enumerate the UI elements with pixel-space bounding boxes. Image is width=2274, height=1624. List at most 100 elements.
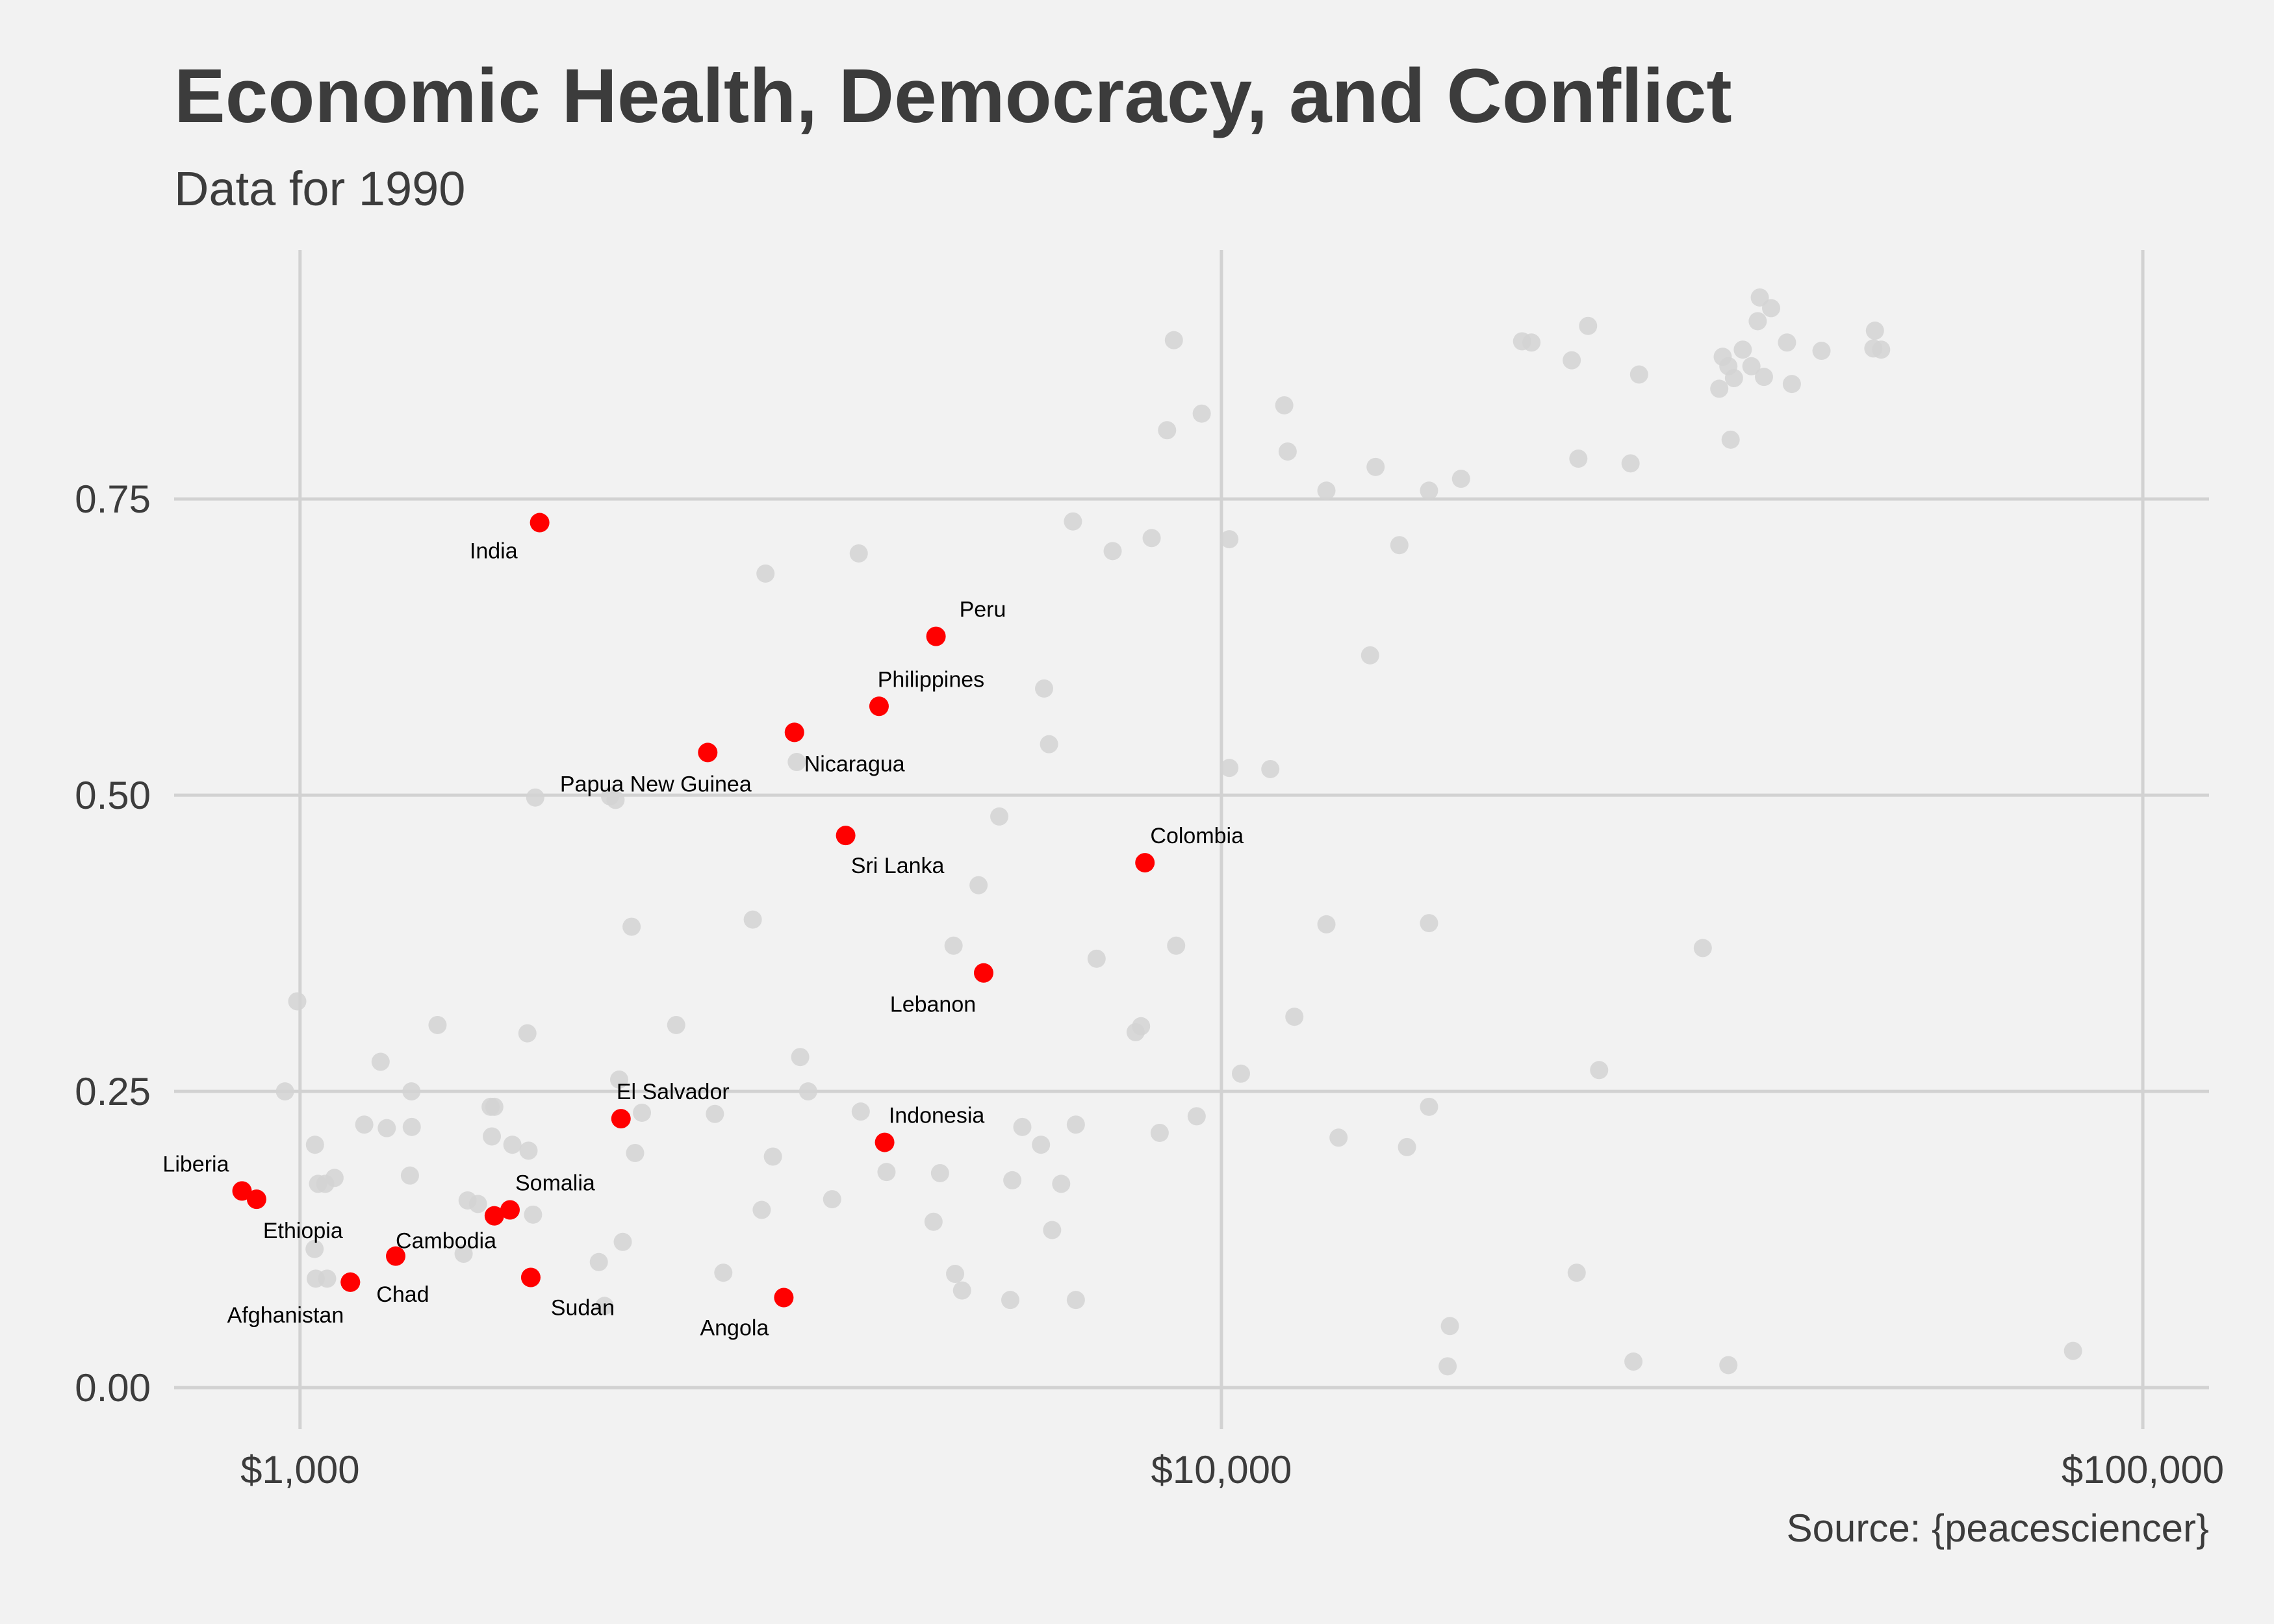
country-point [1285, 1008, 1304, 1026]
country-label: Ethiopia [263, 1219, 343, 1243]
y-tick-label: 0.25 [75, 1070, 151, 1113]
country-point [791, 1048, 810, 1067]
country-point [1812, 342, 1831, 361]
country-point [622, 917, 641, 936]
country-label: Philippines [878, 667, 984, 692]
country-point [305, 1239, 324, 1258]
conflict-point [926, 626, 946, 646]
country-point [402, 1117, 421, 1136]
country-label: Peru [960, 598, 1006, 622]
country-label: Indonesia [889, 1104, 985, 1128]
country-label: Nicaragua [804, 752, 905, 776]
country-point [371, 1052, 390, 1071]
conflict-point [784, 722, 804, 742]
country-point [1142, 529, 1161, 548]
country-point [1733, 340, 1752, 359]
country-point [1579, 316, 1598, 335]
country-point [275, 1082, 294, 1101]
country-point [1278, 442, 1297, 461]
country-point [787, 753, 806, 772]
country-point [714, 1263, 733, 1282]
country-point [1066, 1115, 1085, 1134]
country-point [626, 1143, 645, 1162]
country-point [1721, 430, 1740, 449]
y-tick-label: 0.50 [75, 774, 151, 817]
country-point [1390, 536, 1409, 555]
country-label: Cambodia [396, 1229, 496, 1254]
country-point [1150, 1123, 1169, 1142]
non-conflict-points [275, 288, 2082, 1376]
country-point [1164, 331, 1183, 349]
chart-subtitle: Data for 1990 [174, 162, 466, 216]
country-point [1317, 481, 1336, 500]
country-point [1003, 1171, 1022, 1189]
conflict-point [530, 513, 550, 533]
conflict-point [232, 1181, 252, 1201]
conflict-point [836, 826, 856, 846]
x-tick-label: $100,000 [2062, 1448, 2224, 1491]
grid-lines [174, 250, 2209, 1429]
country-point [1361, 646, 1379, 665]
country-point [1590, 1061, 1609, 1080]
country-point [1329, 1128, 1348, 1147]
country-point [524, 1205, 543, 1224]
country-point [752, 1200, 771, 1219]
country-label: Lebanon [890, 993, 976, 1017]
country-label: Sudan [551, 1296, 615, 1321]
country-point [924, 1212, 943, 1231]
country-point [1693, 939, 1712, 958]
country-point [377, 1119, 396, 1137]
country-labels: India Peru Philippines Nicaragua Papua New G… [162, 539, 1244, 1341]
country-point [930, 1163, 949, 1182]
country-point [355, 1115, 374, 1134]
conflict-point [869, 696, 889, 717]
conflict-point [386, 1246, 406, 1266]
country-point [1035, 679, 1054, 698]
country-point [1043, 1221, 1062, 1239]
country-point [969, 876, 988, 894]
y-tick-label: 0.75 [75, 477, 151, 521]
country-point [1013, 1117, 1032, 1136]
country-point [1032, 1136, 1051, 1154]
axis-ticks: $1,000 $10,000 $100,000 0.00 0.25 0.50 0.75 [75, 477, 2224, 1491]
country-point [519, 1141, 538, 1160]
country-point [1231, 1064, 1250, 1083]
conflict-point [1135, 853, 1155, 873]
country-label: India [470, 539, 518, 564]
country-point [1719, 1356, 1738, 1375]
country-point [1087, 949, 1106, 968]
chart-caption: Source: {peacesciencer} [1786, 1506, 2209, 1550]
country-point [1275, 396, 1294, 414]
country-point [2063, 1341, 2082, 1360]
country-point [1220, 530, 1239, 549]
conflict-point [500, 1200, 520, 1220]
country-label: Chad [376, 1282, 429, 1307]
country-point [1103, 542, 1122, 561]
country-point [518, 1024, 537, 1043]
country-point [325, 1169, 344, 1187]
country-point [1220, 759, 1239, 778]
country-label: Angola [700, 1316, 769, 1341]
y-tick-label: 0.00 [75, 1366, 151, 1410]
country-point [1567, 1263, 1586, 1282]
country-point [1158, 421, 1177, 440]
country-point [1366, 457, 1385, 476]
country-point [1761, 299, 1780, 318]
country-point [1420, 481, 1438, 500]
conflict-point [340, 1272, 361, 1292]
country-point [1317, 915, 1336, 933]
country-point [483, 1127, 502, 1146]
x-tick-label: $10,000 [1151, 1448, 1292, 1491]
country-point [1398, 1137, 1416, 1156]
country-point [1064, 512, 1082, 531]
country-point [1420, 914, 1438, 933]
country-point [823, 1190, 841, 1209]
country-point [613, 1232, 632, 1251]
country-point [849, 544, 868, 563]
country-point [305, 1136, 324, 1154]
country-point [1001, 1291, 1019, 1310]
conflict-point [484, 1206, 504, 1226]
country-point [288, 992, 307, 1011]
country-point [1624, 1352, 1643, 1371]
